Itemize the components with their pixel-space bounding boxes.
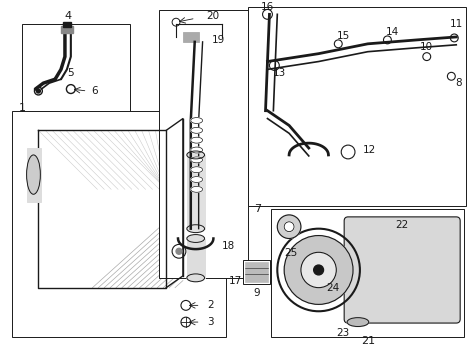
- Ellipse shape: [187, 235, 205, 243]
- Bar: [245, 262, 268, 282]
- Bar: [187, 155, 205, 229]
- Circle shape: [69, 87, 73, 91]
- Circle shape: [284, 222, 294, 232]
- Bar: [61, 26, 73, 33]
- Circle shape: [277, 215, 301, 238]
- Bar: [248, 7, 466, 206]
- Bar: [272, 209, 464, 337]
- Text: 13: 13: [273, 68, 286, 78]
- Bar: [27, 148, 41, 202]
- Bar: [243, 260, 271, 284]
- Ellipse shape: [187, 225, 205, 232]
- Text: 22: 22: [395, 220, 409, 230]
- Text: 10: 10: [420, 42, 433, 52]
- Text: 16: 16: [261, 2, 274, 13]
- Bar: [183, 32, 199, 42]
- Text: 8: 8: [455, 78, 462, 88]
- Ellipse shape: [191, 137, 202, 143]
- Ellipse shape: [191, 187, 202, 192]
- Text: 2: 2: [207, 300, 214, 310]
- Text: 4: 4: [64, 11, 72, 21]
- Text: 24: 24: [327, 283, 340, 293]
- Circle shape: [176, 248, 182, 254]
- Text: 25: 25: [284, 248, 298, 258]
- Circle shape: [301, 252, 336, 288]
- Ellipse shape: [347, 318, 369, 326]
- Ellipse shape: [191, 157, 202, 163]
- Ellipse shape: [27, 155, 40, 194]
- Ellipse shape: [187, 151, 205, 159]
- Ellipse shape: [191, 127, 202, 133]
- Circle shape: [314, 265, 324, 275]
- Text: 19: 19: [212, 35, 225, 45]
- Text: 9: 9: [253, 287, 260, 298]
- Bar: [63, 22, 71, 27]
- Circle shape: [36, 89, 40, 93]
- Text: 5: 5: [67, 68, 74, 78]
- Circle shape: [345, 149, 352, 156]
- Text: 23: 23: [337, 328, 350, 338]
- Text: 20: 20: [206, 11, 219, 21]
- FancyBboxPatch shape: [344, 217, 460, 323]
- Text: 18: 18: [221, 242, 235, 251]
- Ellipse shape: [191, 176, 202, 182]
- Text: 6: 6: [91, 86, 98, 96]
- Text: 15: 15: [337, 31, 350, 41]
- Text: 3: 3: [207, 317, 214, 327]
- Text: 1: 1: [19, 103, 26, 113]
- Text: 7: 7: [254, 204, 261, 214]
- Ellipse shape: [191, 167, 202, 173]
- Ellipse shape: [187, 274, 205, 282]
- Text: 11: 11: [450, 19, 463, 29]
- Text: 17: 17: [228, 276, 242, 286]
- Text: 12: 12: [363, 145, 376, 155]
- Circle shape: [284, 236, 353, 304]
- Ellipse shape: [191, 118, 202, 124]
- Ellipse shape: [191, 147, 202, 153]
- Text: 21: 21: [361, 336, 375, 346]
- Bar: [187, 238, 205, 278]
- Bar: [22, 24, 130, 113]
- Bar: [159, 10, 248, 278]
- Text: 14: 14: [386, 27, 399, 37]
- Bar: [12, 111, 226, 337]
